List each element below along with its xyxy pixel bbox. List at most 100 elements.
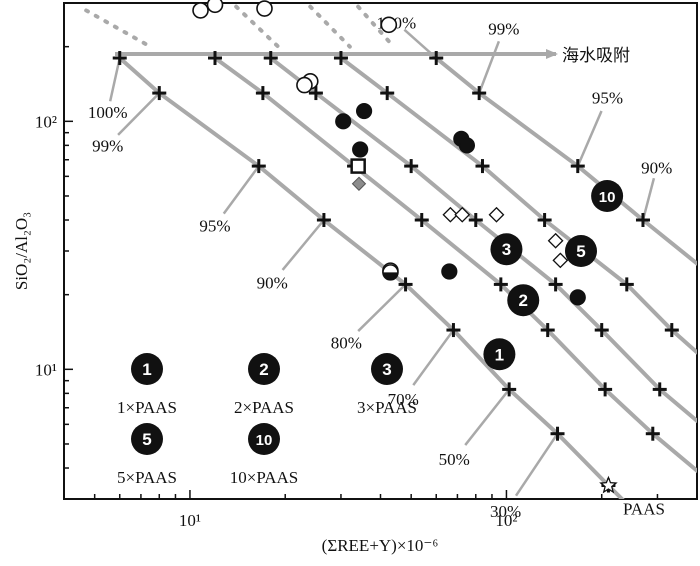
legend-badge-10-disc <box>248 423 280 455</box>
legend-badge-10: 10 <box>248 423 280 455</box>
axes: 10¹ 10² 10¹ 10² <box>35 2 698 530</box>
point-open-diamond-1 <box>442 206 459 223</box>
curve-badge-5: 5 <box>564 235 597 267</box>
percent-labels: 100%99%95%90%80%70%50%30%100%99%95%90% <box>88 14 672 522</box>
percent-label-8: 30% <box>490 502 521 521</box>
curve-badge-1-disc <box>483 338 516 371</box>
percent-leader-6 <box>412 329 455 386</box>
tick-mark-10-paas-3 <box>570 159 585 174</box>
tick-mark-1-paas-2 <box>152 86 167 101</box>
tick-mark-2-paas-2 <box>255 86 270 101</box>
legend-badge-3-disc <box>371 353 403 385</box>
tick-mark-10-paas-1 <box>429 51 444 66</box>
legend-label-3: 3×PAAS <box>357 398 417 417</box>
mixing-curve-3-paas <box>268 56 697 423</box>
tick-mark-10-paas-4 <box>635 213 650 228</box>
point-filled-circle-7 <box>569 289 586 306</box>
legend-badge-5: 5 <box>131 423 163 455</box>
tick-mark-3-paas-7 <box>652 382 667 397</box>
legend-badge-2-disc <box>248 353 280 385</box>
dotted-curves <box>84 4 396 49</box>
tick-mark-1-paas-8 <box>550 426 565 441</box>
y-axis-title: SiO₂/Al₂O₃ <box>12 212 31 290</box>
legend-badge-1: 1 <box>131 353 163 385</box>
point-open-circle-6 <box>380 16 398 34</box>
percent-leader-8 <box>514 433 559 497</box>
curve-badge-1-text: 1 <box>495 345 504 364</box>
percent-leader-4 <box>281 219 325 271</box>
mixing-tick-marks <box>112 51 679 493</box>
point-open-circle-1 <box>192 2 209 19</box>
dotted-curve-3 <box>308 4 352 49</box>
tick-mark-5-paas-4 <box>537 213 552 228</box>
percent-leader-11 <box>576 110 603 167</box>
point-half-filled-circle-1-fill <box>382 272 398 280</box>
curve-badge-2: 2 <box>507 284 540 317</box>
curve-badge-1: 1 <box>483 338 516 371</box>
point-half-filled-circle-1 <box>382 264 399 281</box>
curve-badge-3: 3 <box>490 233 523 266</box>
tick-mark-2-paas-6 <box>540 323 555 338</box>
percent-leader-1 <box>108 57 121 102</box>
percent-label-6: 70% <box>388 390 419 409</box>
percent-leader-10 <box>478 40 501 94</box>
curve-badge-5-disc <box>564 235 597 267</box>
percent-label-4: 90% <box>257 273 288 292</box>
percent-label-10: 99% <box>488 19 519 38</box>
point-filled-circle-2 <box>355 102 373 120</box>
tick-mark-5-paas-6 <box>664 323 679 338</box>
curve-badge-2-disc <box>507 284 540 317</box>
point-open-diamond-2 <box>454 206 471 223</box>
seawater-adsorption-label: 海水吸附 <box>562 46 630 65</box>
dotted-curve-1 <box>84 8 153 49</box>
tick-mark-2-paas-7 <box>598 382 613 397</box>
legend-label-10: 10×PAAS <box>230 468 299 487</box>
percent-label-7: 50% <box>439 450 470 469</box>
percent-leader-3 <box>222 165 260 215</box>
paas-point-label: PAAS <box>623 499 665 518</box>
y-tick-label-10: 10¹ <box>35 360 57 379</box>
legend-badge-2-text: 2 <box>259 360 268 379</box>
dotted-curve-2 <box>234 4 281 49</box>
percent-label-1: 100% <box>88 103 128 122</box>
tick-mark-3-paas-2 <box>308 86 323 101</box>
tick-mark-2-paas-5 <box>493 277 508 292</box>
point-open-diamond-3 <box>488 206 505 223</box>
legend-badge-3-text: 3 <box>382 360 391 379</box>
percent-leader-lines <box>108 28 656 497</box>
percent-leader-9 <box>403 28 438 59</box>
tick-mark-5-paas-3 <box>475 159 490 174</box>
tick-mark-10-paas-2 <box>472 86 487 101</box>
legend-label-5: 5×PAAS <box>117 468 177 487</box>
tick-mark-3-paas-1 <box>263 51 278 66</box>
curve-badge-10-text: 10 <box>599 189 616 206</box>
legend-badge-5-disc <box>131 423 163 455</box>
curve-badge-2-text: 2 <box>519 291 528 310</box>
percent-leader-5 <box>357 283 407 332</box>
tick-mark-1-paas-3 <box>251 159 266 174</box>
tick-mark-5-paas-2 <box>380 86 395 101</box>
percent-label-2: 99% <box>92 136 123 155</box>
legend: 1 1×PAAS 2 2×PAAS 3 3×PAAS 5 5×PAAS 10 10×PAAS <box>117 353 417 487</box>
point-open-circle-2 <box>206 0 224 14</box>
curve-badges: 1 2 3 5 10 <box>483 179 624 371</box>
tick-mark-2-paas-8 <box>645 426 660 441</box>
tick-mark-3-paas-5 <box>548 277 563 292</box>
percent-label-12: 90% <box>641 159 672 178</box>
percent-leader-12 <box>641 177 656 221</box>
legend-label-1: 1×PAAS <box>117 398 177 417</box>
x-tick-label-100: 10² <box>495 511 517 530</box>
percent-leader-2 <box>117 92 161 136</box>
point-filled-circle-3 <box>352 141 369 158</box>
legend-badge-5-text: 5 <box>142 430 151 449</box>
curve-badge-10-disc <box>591 179 624 212</box>
legend-label-2: 2×PAAS <box>234 398 294 417</box>
tick-mark-1-paas-6 <box>446 323 461 338</box>
tick-mark-2-paas-1 <box>208 51 223 66</box>
x-tick-label-10: 10¹ <box>179 511 201 530</box>
sample-points <box>192 0 618 494</box>
percent-leader-7 <box>464 388 511 446</box>
curve-badge-5-text: 5 <box>576 242 585 261</box>
plot-frame <box>63 2 698 500</box>
